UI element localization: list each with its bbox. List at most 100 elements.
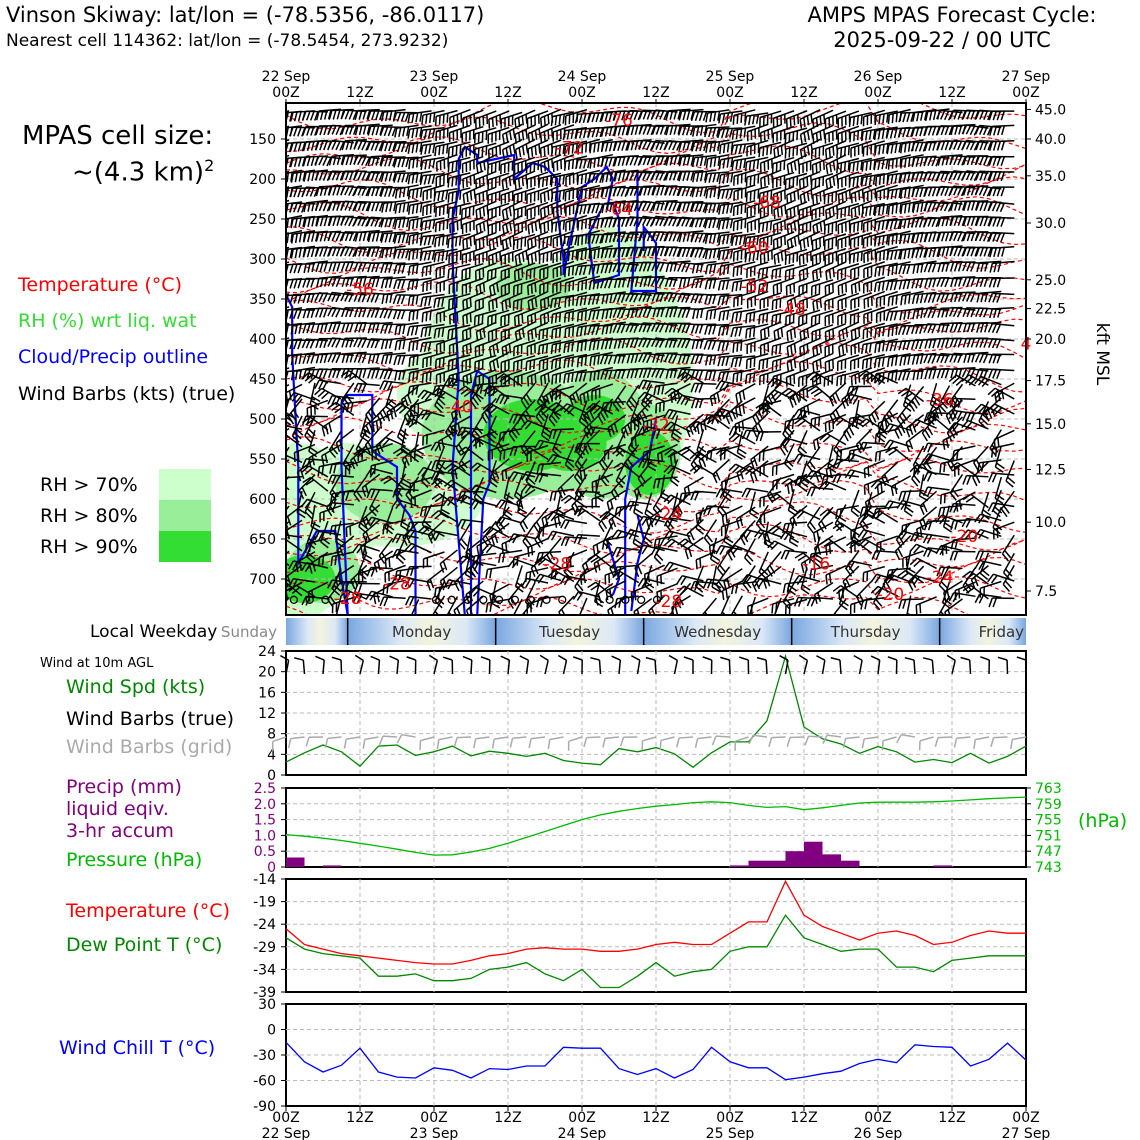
barb-feather bbox=[310, 141, 315, 151]
barb-feather bbox=[396, 450, 405, 457]
barb-feather bbox=[277, 250, 281, 259]
barb-feather bbox=[286, 172, 290, 183]
barb-feather bbox=[321, 555, 325, 566]
barb-feather bbox=[406, 186, 410, 197]
barb-feather bbox=[289, 263, 294, 274]
barb-feather bbox=[367, 232, 372, 243]
barb-feather bbox=[392, 294, 398, 305]
barb-feather bbox=[406, 326, 411, 337]
barb-staff bbox=[286, 230, 303, 236]
barb-feather bbox=[353, 448, 362, 456]
windchill-label: Wind Chill T (°C) bbox=[59, 1037, 216, 1059]
barb-feather bbox=[407, 144, 411, 154]
temperature-contour bbox=[286, 436, 1026, 474]
barb-feather bbox=[388, 187, 393, 197]
barb-feather bbox=[591, 127, 596, 138]
barb-feather bbox=[335, 353, 341, 364]
barb-feather bbox=[382, 438, 390, 447]
dewpoint-label: Dew Point T (°C) bbox=[66, 934, 223, 956]
wind-10m-label: Wind at 10m AGL bbox=[40, 656, 154, 671]
barb-feather bbox=[361, 353, 367, 364]
barb-feather bbox=[265, 312, 270, 321]
barb-feather bbox=[345, 581, 350, 592]
barb-feather bbox=[358, 323, 363, 333]
barb-feather bbox=[331, 404, 340, 411]
wind-barb bbox=[496, 506, 510, 533]
barb-feather bbox=[331, 307, 337, 318]
barb-feather bbox=[315, 140, 320, 151]
barb-feather bbox=[402, 187, 406, 198]
barb-feather bbox=[327, 277, 333, 287]
barb-feather bbox=[366, 308, 372, 318]
barb-feather bbox=[290, 355, 294, 366]
barb-feather bbox=[361, 156, 367, 166]
barb-feather bbox=[389, 293, 393, 303]
barb-feather bbox=[420, 145, 424, 155]
barb-feather bbox=[421, 523, 430, 532]
barb-feather bbox=[423, 129, 428, 140]
wind-barb bbox=[330, 551, 354, 567]
barb-feather bbox=[352, 593, 359, 603]
barb-feather bbox=[407, 296, 411, 306]
barb-feather bbox=[329, 525, 333, 536]
barb-feather bbox=[333, 493, 337, 503]
barb-feather bbox=[310, 156, 315, 167]
barb-feather bbox=[306, 247, 311, 258]
barb-feather bbox=[327, 125, 333, 135]
barb-feather bbox=[331, 502, 337, 513]
barb-feather bbox=[526, 118, 529, 129]
barb-feather bbox=[357, 186, 363, 196]
temperature-contour bbox=[286, 401, 1026, 455]
wind-barb bbox=[286, 169, 303, 183]
barb-feather bbox=[364, 484, 370, 495]
barb-feather bbox=[604, 187, 609, 198]
wind-speed-label: Wind Spd (kts) bbox=[66, 676, 206, 698]
temperature-contour bbox=[286, 145, 1026, 192]
barb-feather bbox=[646, 125, 652, 135]
barb-feather bbox=[305, 187, 311, 197]
barb-feather bbox=[296, 471, 302, 482]
barb-feather bbox=[350, 402, 354, 413]
barb-feather bbox=[319, 308, 324, 318]
barb-feather bbox=[328, 156, 333, 166]
barb-feather bbox=[328, 262, 333, 272]
barb-feather bbox=[311, 217, 315, 227]
barb-feather bbox=[345, 277, 350, 287]
barb-feather bbox=[369, 465, 373, 476]
barb-feather bbox=[323, 140, 328, 151]
barb-feather bbox=[293, 111, 298, 122]
barb-feather bbox=[307, 202, 311, 212]
barb-feather bbox=[374, 247, 380, 258]
wind-barb bbox=[575, 157, 600, 170]
barb-feather bbox=[389, 409, 394, 420]
barb-feather bbox=[327, 170, 333, 181]
barb-feather bbox=[397, 279, 402, 290]
barb-feather bbox=[297, 127, 302, 137]
wind-barb bbox=[560, 518, 588, 530]
barb-feather bbox=[401, 233, 406, 244]
barb-feather bbox=[395, 404, 404, 412]
barb-feather bbox=[361, 171, 367, 181]
wind-barb bbox=[380, 231, 406, 243]
barb-staff bbox=[286, 446, 290, 467]
wind-barb bbox=[409, 398, 432, 416]
barb-feather bbox=[341, 491, 346, 501]
barb-feather bbox=[378, 555, 386, 565]
barb-feather bbox=[281, 341, 285, 350]
wind-barb bbox=[302, 125, 328, 136]
wind-barb bbox=[362, 519, 381, 544]
barb-feather bbox=[533, 192, 536, 202]
barb-feather bbox=[269, 159, 274, 168]
barb-feather bbox=[402, 218, 406, 228]
barb-feather bbox=[352, 110, 358, 120]
barb-feather bbox=[383, 309, 389, 319]
wind-barb bbox=[394, 199, 419, 214]
barb-feather bbox=[292, 409, 300, 419]
wind-barb bbox=[380, 337, 406, 350]
barb-feather bbox=[415, 173, 419, 184]
wind-barb bbox=[315, 184, 341, 197]
barb-feather bbox=[347, 374, 357, 382]
barb-feather bbox=[331, 231, 337, 242]
barb-feather bbox=[301, 110, 307, 121]
barb-feather bbox=[388, 339, 393, 349]
